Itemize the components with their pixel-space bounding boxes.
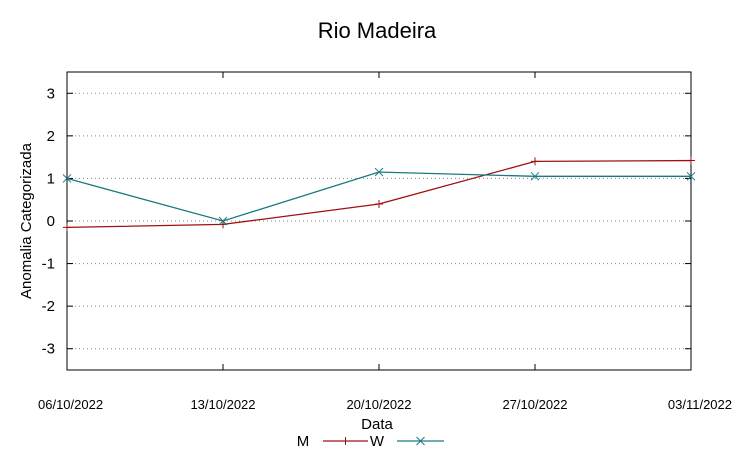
chart-title: Rio Madeira — [318, 18, 437, 43]
x-tick-label: 20/10/2022 — [346, 397, 411, 412]
series-group — [62, 156, 696, 232]
legend-marker — [416, 436, 425, 446]
data-point — [219, 220, 227, 229]
series-line — [66, 171, 691, 222]
y-tick-label: 2 — [47, 128, 55, 145]
legend-label: M — [297, 433, 310, 450]
grid — [67, 92, 691, 350]
y-axis-label: Anomalia Categorizada — [18, 142, 35, 299]
data-point — [687, 156, 695, 165]
x-tick-label: 06/10/2022 — [38, 397, 103, 412]
y-tick-label: -1 — [42, 256, 55, 273]
y-tick-label: 0 — [47, 213, 55, 230]
data-point — [63, 223, 71, 232]
y-axis: 3 2 1 0 -1 -2 -3 — [42, 85, 691, 358]
series-W — [62, 167, 696, 226]
y-tick-label: 3 — [47, 85, 55, 102]
y-tick-label: 1 — [47, 170, 55, 187]
legend-marker — [341, 437, 350, 445]
data-point — [530, 171, 540, 181]
data-point — [218, 216, 228, 226]
y-tick-label: -3 — [42, 341, 55, 358]
x-axis-label: Data — [361, 416, 393, 433]
x-tick-label: 03/11/2022 — [668, 397, 732, 412]
data-point — [374, 167, 384, 177]
series-line — [66, 159, 692, 229]
y-tick-label: -2 — [42, 298, 55, 315]
x-axis: 06/10/2022 13/10/2022 20/10/2022 27/10/2022… — [38, 72, 732, 412]
x-tick-label: 13/10/2022 — [190, 397, 255, 412]
data-point — [62, 174, 72, 183]
data-point — [686, 171, 696, 181]
data-point — [375, 199, 383, 208]
x-tick-label: 27/10/2022 — [502, 397, 567, 412]
series-M — [63, 156, 695, 232]
data-point — [531, 157, 539, 166]
legend-label: W — [370, 433, 385, 450]
